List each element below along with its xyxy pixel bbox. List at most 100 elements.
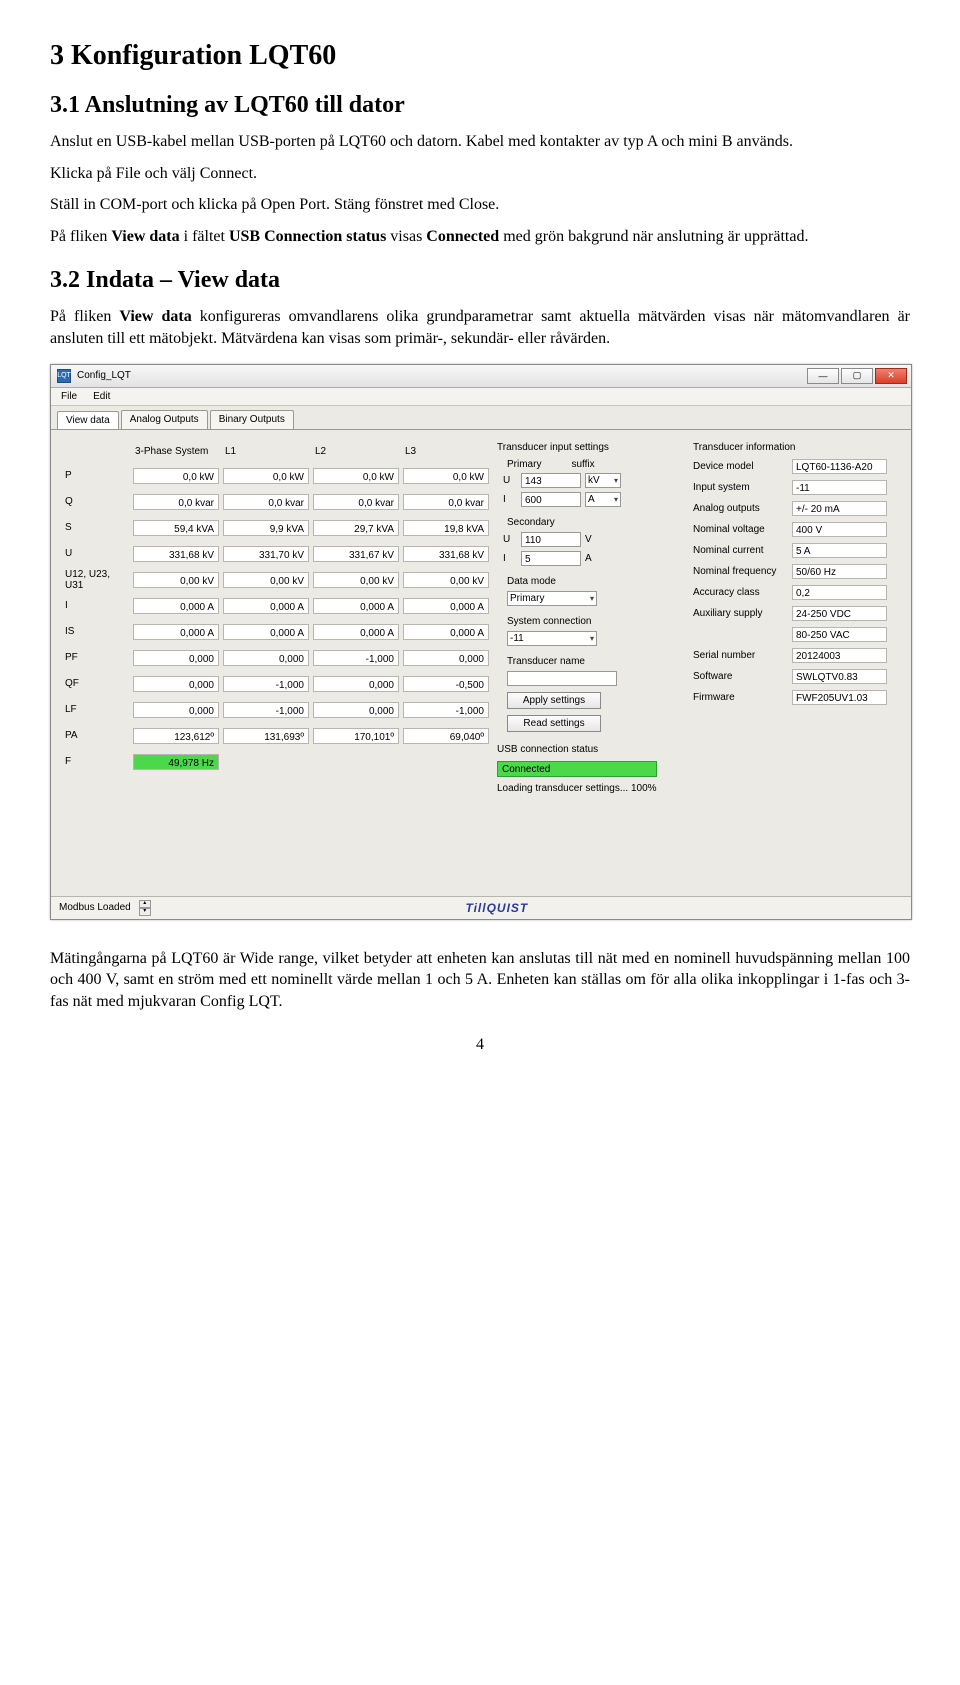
i1-suffix-select[interactable]: A <box>585 492 621 507</box>
status-left: Modbus Loaded <box>59 902 131 913</box>
info-value: -11 <box>792 480 887 495</box>
doc-p6: Mätingångarna på LQT60 är Wide range, vi… <box>50 948 910 1013</box>
datamode-label: Data mode <box>507 576 687 587</box>
grid-row: F49,978 Hz <box>61 749 491 775</box>
app-icon: LQT <box>57 369 71 383</box>
titlebar: LQT Config_LQT — ▢ ✕ <box>51 365 911 388</box>
tname-input[interactable] <box>507 671 617 686</box>
row-label: I <box>61 600 131 611</box>
info-row: FirmwareFWF205UV1.03 <box>693 690 893 705</box>
doc-h1: 3 Konfiguration LQT60 <box>50 40 910 72</box>
col-l2: L2 <box>311 440 401 463</box>
transducer-info-head: Transducer information <box>693 442 893 453</box>
page-number: 4 <box>50 1036 910 1054</box>
grid-cell: 0,0 kW <box>223 468 309 484</box>
menubar: File Edit <box>51 388 911 406</box>
menu-edit[interactable]: Edit <box>93 391 110 402</box>
info-value: LQT60-1136-A20 <box>792 459 887 474</box>
u1-suffix-select[interactable]: kV <box>585 473 621 488</box>
info-key: Firmware <box>693 692 788 703</box>
grid-cell: 0,0 kvar <box>223 494 309 510</box>
measurements-grid: 3-Phase System L1 L2 L3 P0,0 kW0,0 kW0,0… <box>61 440 491 890</box>
grid-cell: 0,000 <box>133 676 219 692</box>
grid-cell: 0,0 kvar <box>133 494 219 510</box>
info-key: Serial number <box>693 650 788 661</box>
read-settings-button[interactable]: Read settings <box>507 715 601 732</box>
grid-cell: 0,000 <box>403 650 489 666</box>
datamode-select[interactable]: Primary <box>507 591 597 606</box>
app-window: LQT Config_LQT — ▢ ✕ File Edit View data… <box>50 364 912 920</box>
grid-cell: 49,978 Hz <box>133 754 219 770</box>
grid-cell: 0,000 <box>223 650 309 666</box>
i2-unit: A <box>585 553 605 564</box>
info-row: Nominal voltage400 V <box>693 522 893 537</box>
grid-cell: 0,0 kW <box>403 468 489 484</box>
menu-file[interactable]: File <box>61 391 77 402</box>
secondary-label: Secondary <box>507 517 687 528</box>
apply-settings-button[interactable]: Apply settings <box>507 692 601 709</box>
grid-cell: 19,8 kVA <box>403 520 489 536</box>
grid-cell: -0,500 <box>403 676 489 692</box>
row-label: P <box>61 470 131 481</box>
tab-analog-outputs[interactable]: Analog Outputs <box>121 410 208 429</box>
u2-input[interactable]: 110 <box>521 532 581 547</box>
grid-cell: 59,4 kVA <box>133 520 219 536</box>
u1-label: U <box>503 475 517 486</box>
grid-cell: 0,000 A <box>223 624 309 640</box>
info-row: 80-250 VAC <box>693 627 893 642</box>
grid-cell: 0,000 <box>133 702 219 718</box>
i1-input[interactable]: 600 <box>521 492 581 507</box>
grid-row: I0,000 A0,000 A0,000 A0,000 A <box>61 593 491 619</box>
info-key: Nominal frequency <box>693 566 788 577</box>
col-3phase: 3-Phase System <box>131 440 221 463</box>
grid-cell: 131,693º <box>223 728 309 744</box>
info-value: 400 V <box>792 522 887 537</box>
grid-cell: 29,7 kVA <box>313 520 399 536</box>
tab-view-data[interactable]: View data <box>57 411 119 430</box>
usb-status-value: Connected <box>497 761 657 777</box>
usb-status-head: USB connection status <box>497 744 687 755</box>
info-row: SoftwareSWLQTV0.83 <box>693 669 893 684</box>
i2-input[interactable]: 5 <box>521 551 581 566</box>
info-row: Nominal current5 A <box>693 543 893 558</box>
input-settings-head: Transducer input settings <box>497 442 687 453</box>
grid-row: U12, U23, U310,00 kV0,00 kV0,00 kV0,00 k… <box>61 567 491 593</box>
sysconn-label: System connection <box>507 616 687 627</box>
maximize-button[interactable]: ▢ <box>841 368 873 384</box>
status-spinner[interactable]: ▴▾ <box>139 900 151 916</box>
row-label: QF <box>61 678 131 689</box>
brand-logo: TillQUIST <box>465 901 528 915</box>
grid-cell: 0,000 A <box>313 598 399 614</box>
info-key: Auxiliary supply <box>693 608 788 619</box>
row-label: F <box>61 756 131 767</box>
grid-row: Q0,0 kvar0,0 kvar0,0 kvar0,0 kvar <box>61 489 491 515</box>
doc-h2-2: 3.2 Indata – View data <box>50 267 910 294</box>
grid-cell: 331,68 kV <box>403 546 489 562</box>
u1-input[interactable]: 143 <box>521 473 581 488</box>
close-button[interactable]: ✕ <box>875 368 907 384</box>
col-l3: L3 <box>401 440 491 463</box>
info-row: Accuracy class0,2 <box>693 585 893 600</box>
row-label: LF <box>61 704 131 715</box>
sysconn-select[interactable]: -11 <box>507 631 597 646</box>
grid-cell: 0,0 kvar <box>403 494 489 510</box>
grid-cell: 0,00 kV <box>403 572 489 588</box>
info-row: Auxiliary supply24-250 VDC <box>693 606 893 621</box>
grid-row: PF0,0000,000-1,0000,000 <box>61 645 491 671</box>
tabstrip: View data Analog Outputs Binary Outputs <box>51 406 911 429</box>
doc-p4: På fliken View data i fältet USB Connect… <box>50 226 910 248</box>
grid-cell: 170,101º <box>313 728 399 744</box>
grid-cell: 0,000 A <box>133 598 219 614</box>
grid-cell: 0,000 <box>133 650 219 666</box>
info-row: Input system -11 <box>693 480 893 495</box>
grid-cell: -1,000 <box>403 702 489 718</box>
info-key: Input system <box>693 482 788 493</box>
info-value: 80-250 VAC <box>792 627 887 642</box>
info-value: 50/60 Hz <box>792 564 887 579</box>
grid-cell: -1,000 <box>223 676 309 692</box>
minimize-button[interactable]: — <box>807 368 839 384</box>
tab-binary-outputs[interactable]: Binary Outputs <box>210 410 294 429</box>
doc-p2: Klicka på File och välj Connect. <box>50 163 910 185</box>
doc-p3: Ställ in COM-port och klicka på Open Por… <box>50 194 910 216</box>
row-label: U <box>61 548 131 559</box>
